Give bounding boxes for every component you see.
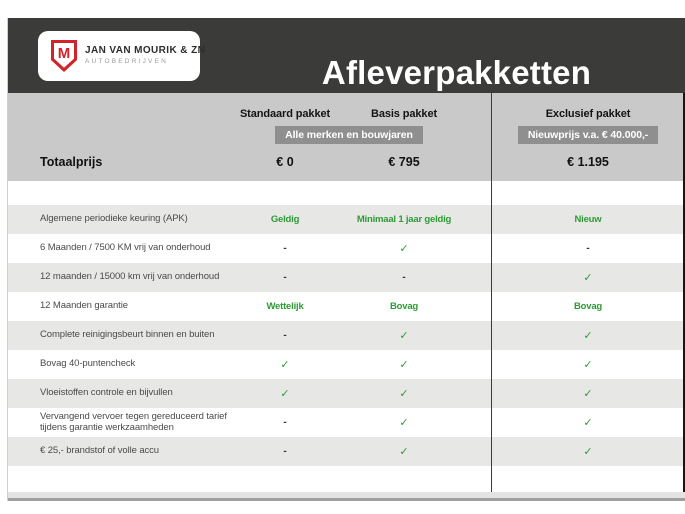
table-row: € 25,- brandstof of volle accu - ✓ ✓ (8, 437, 685, 466)
brand-shield-icon: M (51, 40, 77, 72)
row-label: € 25,- brandstof of volle accu (40, 445, 159, 457)
row-label: Vervangend vervoer tegen gereduceerd tar… (40, 411, 227, 433)
check-icon: ✓ (399, 330, 409, 342)
feature-value: Bovag (573, 301, 603, 312)
dash-value: - (586, 243, 590, 254)
check-icon: ✓ (583, 272, 593, 284)
total-price-standaard: € 0 (276, 155, 294, 169)
check-icon: ✓ (399, 243, 409, 255)
dash-value: - (283, 446, 287, 457)
row-label: Bovag 40-puntencheck (40, 358, 136, 370)
column-header-exclusief: Exclusief pakket (545, 108, 631, 120)
row-label: Vloeistoffen controle en bijvullen (40, 387, 173, 399)
dash-value: - (283, 330, 287, 341)
table-row: 12 maanden / 15000 km vrij van onderhoud… (8, 263, 685, 292)
row-label: 12 maanden / 15000 km vrij van onderhoud (40, 271, 220, 283)
feature-value: Bovag (389, 301, 419, 312)
badge-new-price: Nieuwprijs v.a. € 40.000,- (517, 126, 659, 144)
check-icon: ✓ (399, 388, 409, 400)
brand-logo: M JAN VAN MOURIK & ZN AUTOBEDRIJVEN (38, 31, 205, 81)
svg-text:M: M (58, 45, 71, 62)
table-bottom-edge (8, 492, 685, 501)
totals-label: Totaalprijs (40, 155, 103, 169)
table-row: Algemene periodieke keuring (APK) Geldig M… (8, 205, 685, 234)
feature-value: Nieuw (574, 214, 602, 225)
feature-value: Minimaal 1 jaar geldig (356, 214, 452, 225)
dash-value: - (283, 243, 287, 254)
check-icon: ✓ (399, 446, 409, 458)
check-icon: ✓ (280, 359, 290, 371)
check-icon: ✓ (399, 359, 409, 371)
table-row: Vloeistoffen controle en bijvullen ✓ ✓ ✓ (8, 379, 685, 408)
row-label: 12 Maanden garantie (40, 300, 128, 312)
totals-row: Totaalprijs € 0 € 795 € 1.195 (8, 155, 685, 169)
check-icon: ✓ (399, 417, 409, 429)
table-row: 12 Maanden garantie Wettelijk Bovag Bovag (8, 292, 685, 321)
check-icon: ✓ (583, 359, 593, 371)
check-icon: ✓ (583, 446, 593, 458)
row-label: 6 Maanden / 7500 KM vrij van onderhoud (40, 242, 211, 254)
total-price-basis: € 795 (388, 155, 420, 169)
check-icon: ✓ (280, 388, 290, 400)
package-columns-row: Standaard pakket Basis pakket Exclusief … (8, 93, 685, 120)
table-row: 6 Maanden / 7500 KM vrij van onderhoud - ✓… (8, 234, 685, 263)
column-header-standaard: Standaard pakket (239, 108, 331, 120)
feature-rows: Algemene periodieke keuring (APK) Geldig M… (8, 205, 685, 466)
check-icon: ✓ (583, 388, 593, 400)
feature-value: Geldig (270, 214, 300, 225)
package-header-block: Standaard pakket Basis pakket Exclusief … (8, 93, 685, 181)
sheet-left-edge (7, 18, 8, 501)
dash-value: - (402, 272, 406, 283)
sheet-right-edge (683, 93, 685, 501)
page-title: Afleverpakketten (321, 54, 592, 91)
badge-all-makes: Alle merken en bouwjaren (275, 126, 423, 144)
brand-name: JAN VAN MOURIK & ZN (85, 45, 206, 57)
package-badges-row: Alle merken en bouwjaren Nieuwprijs v.a.… (8, 125, 685, 144)
row-label: Algemene periodieke keuring (APK) (40, 213, 188, 225)
feature-value: Wettelijk (266, 301, 304, 312)
check-icon: ✓ (583, 417, 593, 429)
check-icon: ✓ (583, 330, 593, 342)
dash-value: - (283, 272, 287, 283)
table-row: Bovag 40-puntencheck ✓ ✓ ✓ (8, 350, 685, 379)
table-row: Complete reinigingsbeurt binnen en buite… (8, 321, 685, 350)
column-header-basis: Basis pakket (370, 108, 438, 120)
brand-tagline: AUTOBEDRIJVEN (85, 58, 169, 66)
header-banner: M JAN VAN MOURIK & ZN AUTOBEDRIJVEN Afle… (8, 18, 685, 93)
total-price-exclusief: € 1.195 (567, 155, 609, 169)
column-divider (491, 93, 492, 501)
table-row: Vervangend vervoer tegen gereduceerd tar… (8, 408, 685, 437)
dash-value: - (283, 417, 287, 428)
row-label: Complete reinigingsbeurt binnen en buite… (40, 329, 215, 341)
